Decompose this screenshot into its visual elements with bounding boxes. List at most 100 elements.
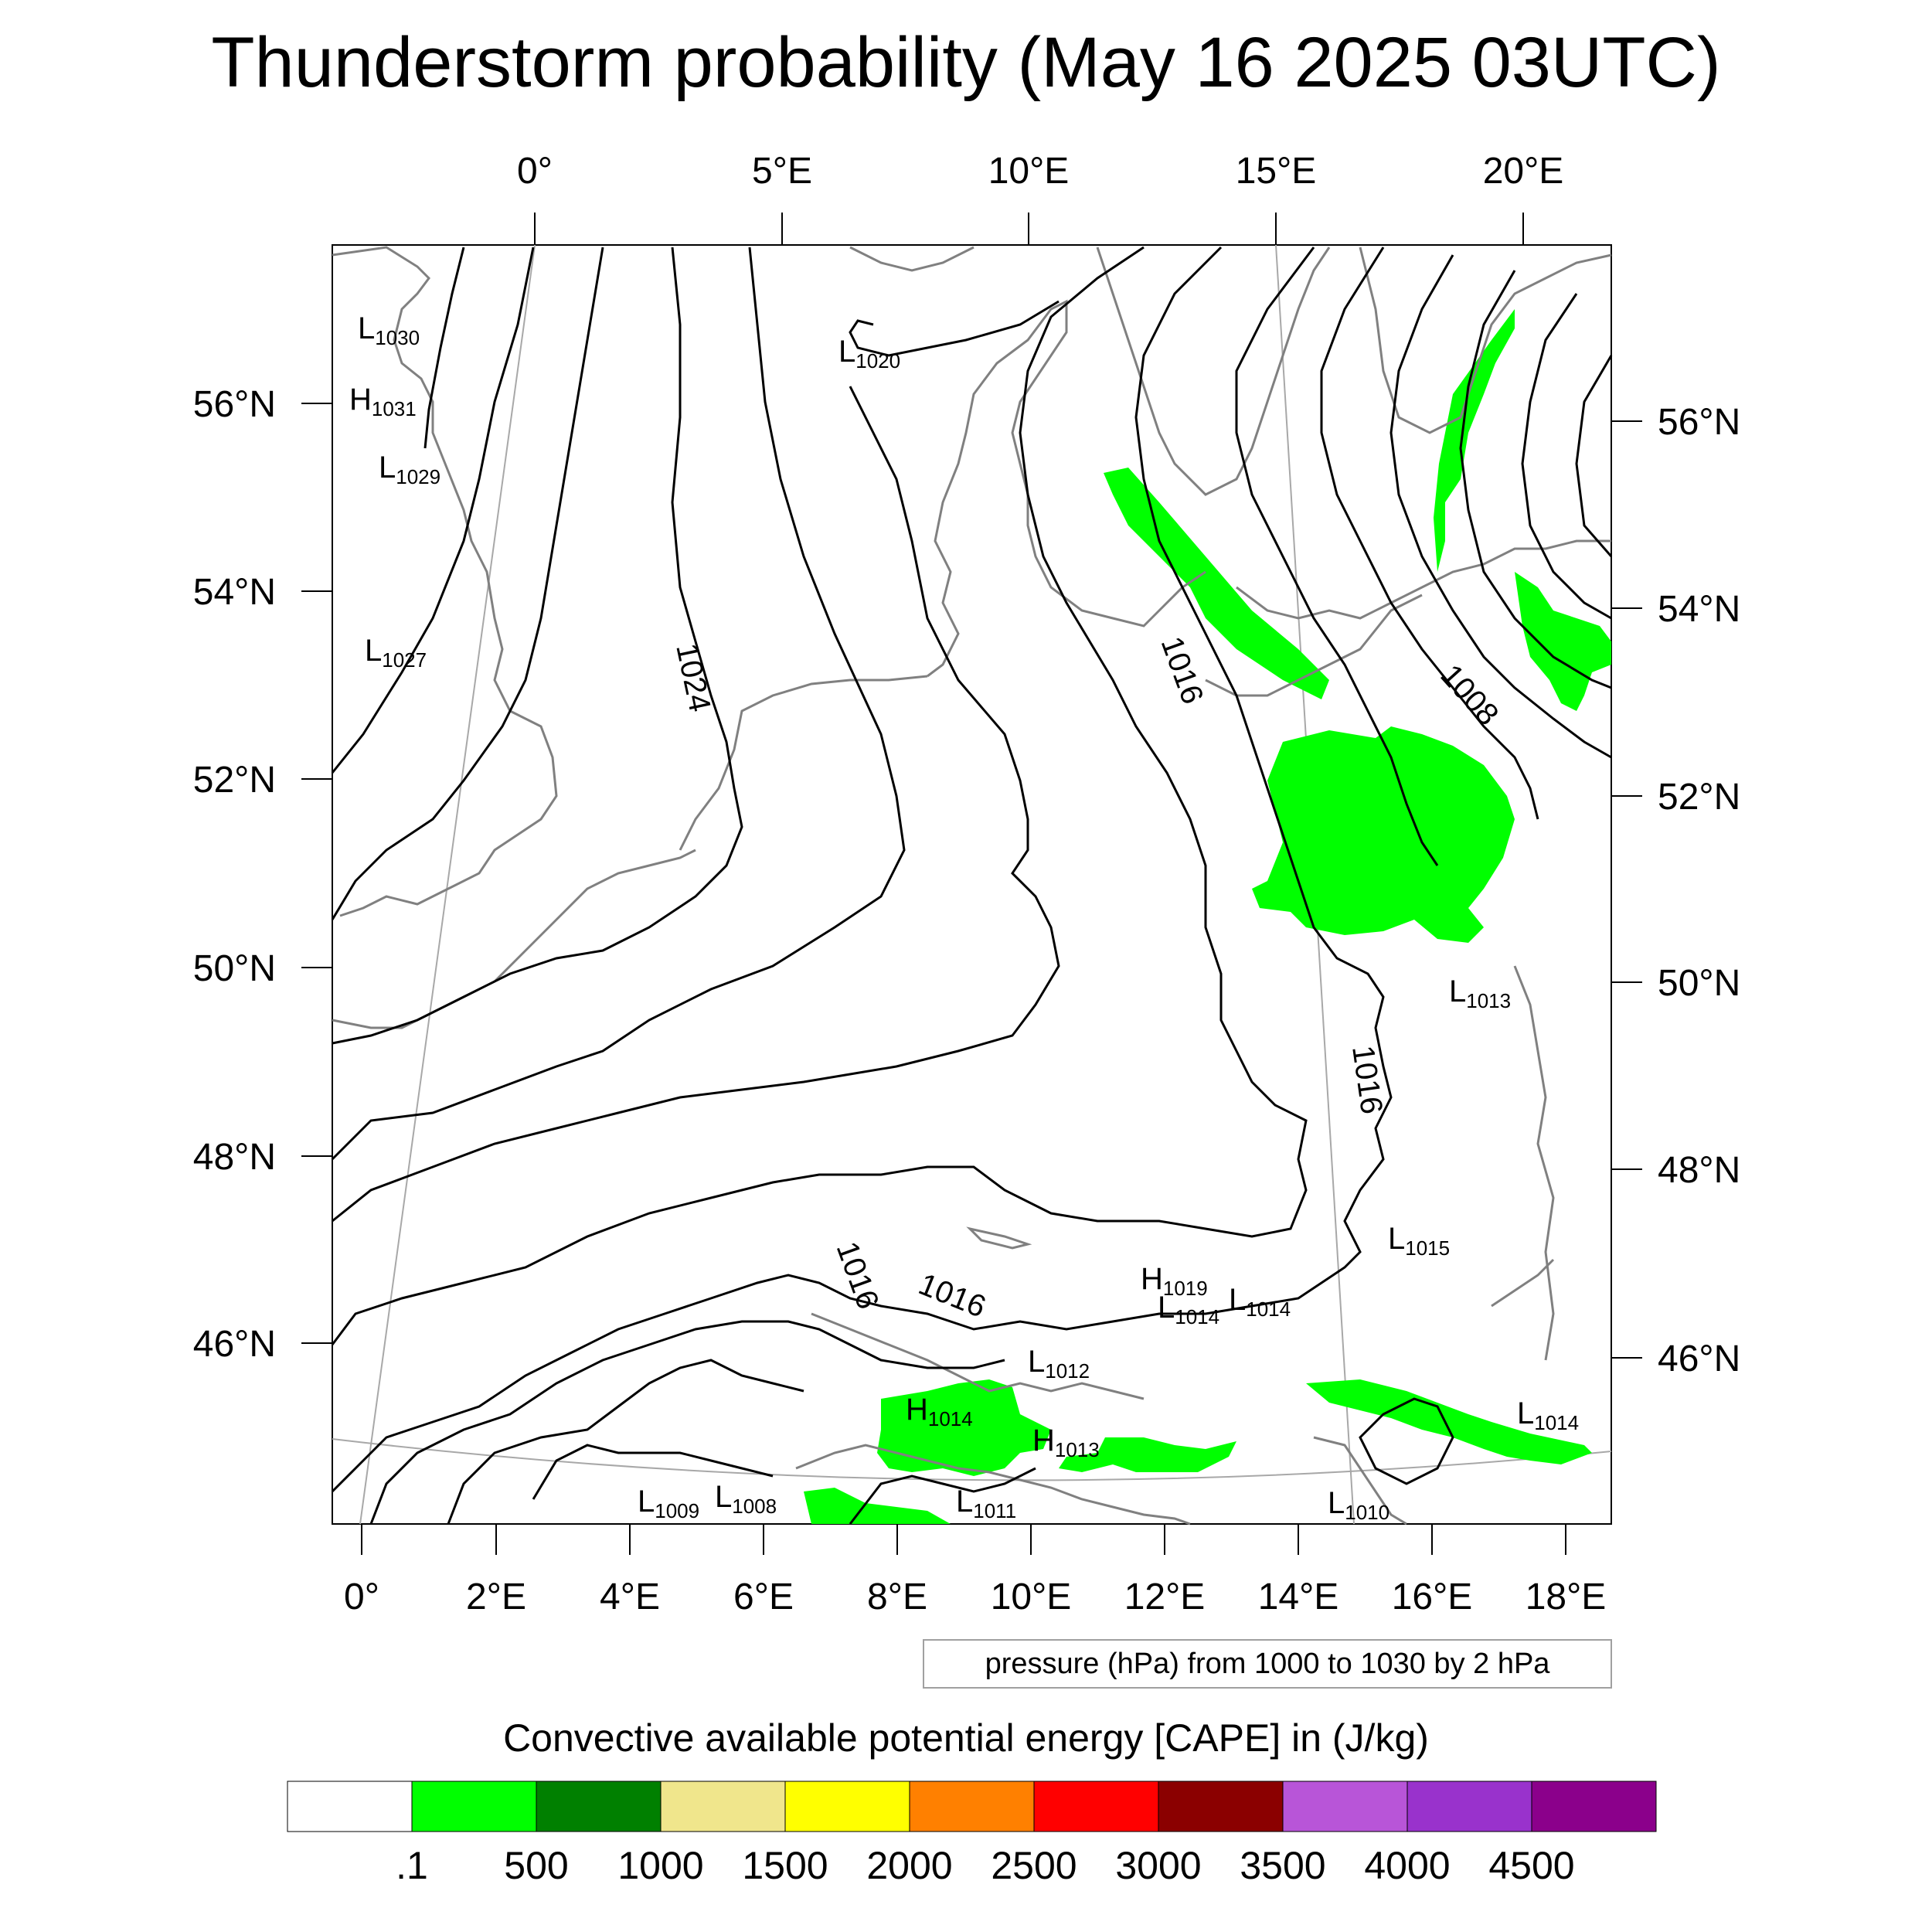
top-lon-label: 5°E <box>752 151 812 192</box>
coast-adriatic <box>1313 1436 1407 1526</box>
top-lon-label: 15°E <box>1236 151 1317 192</box>
coast-denmark-germany <box>927 299 1206 678</box>
border-poland <box>1205 594 1423 697</box>
right-lat-label: 50°N <box>1658 963 1740 1004</box>
bottom-lon-label: 12°E <box>1124 1577 1206 1617</box>
colorbar-label: 2500 <box>991 1844 1077 1887</box>
isobar-1010 <box>1389 254 1612 759</box>
colorbar-cell <box>1406 1781 1532 1832</box>
right-lat-label: 56°N <box>1658 402 1740 443</box>
isobar-1030 <box>423 247 465 449</box>
low-center: L1010 <box>1328 1486 1389 1524</box>
coast-norway <box>849 246 975 272</box>
bottom-lon-label: 6°E <box>733 1577 794 1617</box>
colorbar-cell <box>784 1781 910 1832</box>
right-axis-labels: 56°N 54°N 52°N 50°N 48°N 46°N <box>1658 402 1740 1379</box>
isobars <box>331 246 1613 1525</box>
axis-ticks <box>301 213 1642 1555</box>
cape-area-alps <box>877 1379 1051 1476</box>
low-center: L1008 <box>715 1480 777 1518</box>
colorbar-cell <box>411 1781 537 1832</box>
isobar-south-4 <box>849 1467 1036 1525</box>
bottom-lon-label: 10°E <box>991 1577 1072 1617</box>
coast-italy <box>795 1444 1191 1526</box>
left-lat-label: 48°N <box>193 1137 276 1178</box>
isobar-1022 <box>331 247 906 1161</box>
left-lat-label: 54°N <box>193 572 276 613</box>
colorbar-cell <box>1282 1781 1408 1832</box>
high-center: H1019 <box>1141 1262 1208 1300</box>
isobar-1026 <box>331 247 604 920</box>
parallel-45n <box>332 1438 1612 1481</box>
low-center: L1014 <box>1158 1291 1219 1328</box>
bottom-lon-label: 18°E <box>1526 1577 1607 1617</box>
cape-area-south <box>804 1488 951 1524</box>
contour-info-box: pressure (hPa) from 1000 to 1030 by 2 hP… <box>923 1639 1612 1689</box>
cape-area-poland <box>1252 726 1515 943</box>
cape-area-baltic-band <box>1104 468 1329 699</box>
low-center: L1014 <box>1517 1396 1579 1434</box>
high-center: H1014 <box>906 1393 973 1430</box>
coast-baltic <box>1236 539 1611 620</box>
bottom-lon-label: 0° <box>344 1577 379 1617</box>
bottom-lon-label: 2°E <box>466 1577 526 1617</box>
colorbar-label: 500 <box>504 1844 568 1887</box>
colorbar-label: 1500 <box>742 1844 828 1887</box>
colorbar: Convective available potential energy [C… <box>287 1716 1657 1887</box>
colorbar-cell <box>1033 1781 1159 1832</box>
border-alps <box>811 1312 1145 1400</box>
top-axis-labels: 0° 5°E 10°E 15°E 20°E <box>517 151 1563 192</box>
colorbar-label: 3000 <box>1115 1844 1201 1887</box>
isobar-1028 <box>331 247 535 774</box>
pressure-centers: L1030 H1031 L1029 L1027 L1020 L1013 L101… <box>349 311 1579 1524</box>
isobar-1016 <box>331 246 1393 1493</box>
left-lat-label: 52°N <box>193 760 276 801</box>
colorbar-cell <box>287 1781 413 1832</box>
low-center: L1009 <box>638 1485 699 1522</box>
contour-info-text: pressure (hPa) from 1000 to 1030 by 2 hP… <box>985 1648 1551 1680</box>
isobar-1018 <box>331 246 1308 1345</box>
cape-area-adriatic <box>1306 1379 1592 1464</box>
left-lat-label: 46°N <box>193 1324 276 1365</box>
low-center: L1011 <box>956 1485 1016 1522</box>
colorbar-cells <box>287 1781 1657 1832</box>
colorbar-cell <box>909 1781 1035 1832</box>
cape-area-ukraine <box>1434 309 1515 572</box>
coast-britain-south <box>332 849 696 1029</box>
bottom-lon-label: 4°E <box>600 1577 660 1617</box>
isobar-1006 <box>1521 293 1612 620</box>
left-axis-labels: 56°N 54°N 52°N 50°N 48°N 46°N <box>193 384 276 1365</box>
high-center: H1031 <box>349 383 417 420</box>
colorbar-cell <box>1158 1781 1284 1832</box>
bottom-lon-label: 16°E <box>1392 1577 1473 1617</box>
figure-title: Thunderstorm probability (May 16 2025 03… <box>211 23 1720 102</box>
low-center: L1015 <box>1388 1222 1450 1260</box>
coastlines <box>332 246 1612 1526</box>
isobar-south-3 <box>532 1444 774 1500</box>
isobar-1004 <box>1575 355 1613 557</box>
isobar-1014 <box>1235 247 1439 866</box>
border-hungary <box>1491 1258 1555 1308</box>
isobar-east-low <box>1359 1397 1454 1485</box>
border-east <box>1513 965 1555 1361</box>
isobar-1012 <box>1320 247 1539 820</box>
meridian-0 <box>359 244 536 1525</box>
low-center: L1029 <box>379 451 440 488</box>
right-lat-label: 46°N <box>1658 1338 1740 1379</box>
colorbar-label: 1000 <box>617 1844 703 1887</box>
right-lat-label: 48°N <box>1658 1150 1740 1191</box>
colorbar-label: 2000 <box>866 1844 952 1887</box>
top-lon-label: 0° <box>517 151 553 192</box>
top-lon-label: 20°E <box>1483 151 1564 192</box>
low-center: L1020 <box>838 335 900 372</box>
cape-areas <box>804 309 1611 1524</box>
top-lon-label: 10°E <box>988 151 1070 192</box>
low-center: L1013 <box>1449 975 1511 1012</box>
coast-britain <box>332 246 558 917</box>
low-center: L1030 <box>358 311 420 349</box>
colorbar-cell <box>660 1781 786 1832</box>
low-center: L1012 <box>1028 1345 1090 1383</box>
isobar-south-2 <box>447 1359 804 1525</box>
cape-area-po <box>1059 1437 1236 1472</box>
bottom-axis-labels: 0° 2°E 4°E 6°E 8°E 10°E 12°E 14°E 16°E 1… <box>344 1577 1606 1617</box>
